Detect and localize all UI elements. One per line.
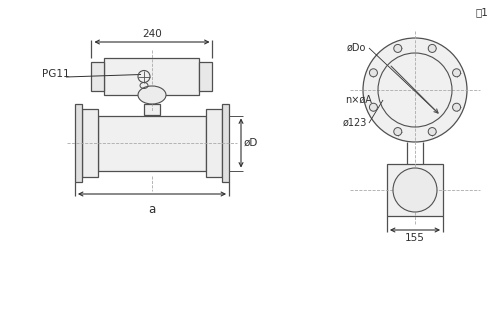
Text: øD: øD — [244, 138, 258, 148]
Text: n×øA: n×øA — [345, 95, 372, 105]
Text: øDo: øDo — [347, 43, 366, 53]
Bar — [82, 109, 98, 177]
Text: 图1: 图1 — [475, 7, 488, 17]
Text: a: a — [148, 203, 156, 216]
Text: 240: 240 — [142, 29, 162, 39]
Bar — [75, 104, 82, 182]
Circle shape — [394, 128, 402, 135]
Bar — [222, 104, 229, 182]
Ellipse shape — [138, 86, 166, 104]
Text: ø123: ø123 — [343, 118, 367, 128]
Circle shape — [369, 103, 377, 111]
Circle shape — [428, 44, 436, 52]
Text: 155: 155 — [405, 233, 425, 243]
Bar — [144, 104, 160, 115]
Bar — [387, 164, 443, 216]
Circle shape — [393, 168, 437, 212]
Bar — [91, 62, 104, 91]
Circle shape — [453, 69, 461, 77]
Bar — [98, 116, 206, 170]
Circle shape — [453, 103, 461, 111]
Bar — [200, 62, 213, 91]
Circle shape — [363, 38, 467, 142]
Bar — [206, 109, 222, 177]
Text: PG11: PG11 — [42, 69, 70, 79]
Circle shape — [394, 44, 402, 52]
Circle shape — [428, 128, 436, 135]
Circle shape — [369, 69, 377, 77]
Bar — [104, 58, 200, 95]
